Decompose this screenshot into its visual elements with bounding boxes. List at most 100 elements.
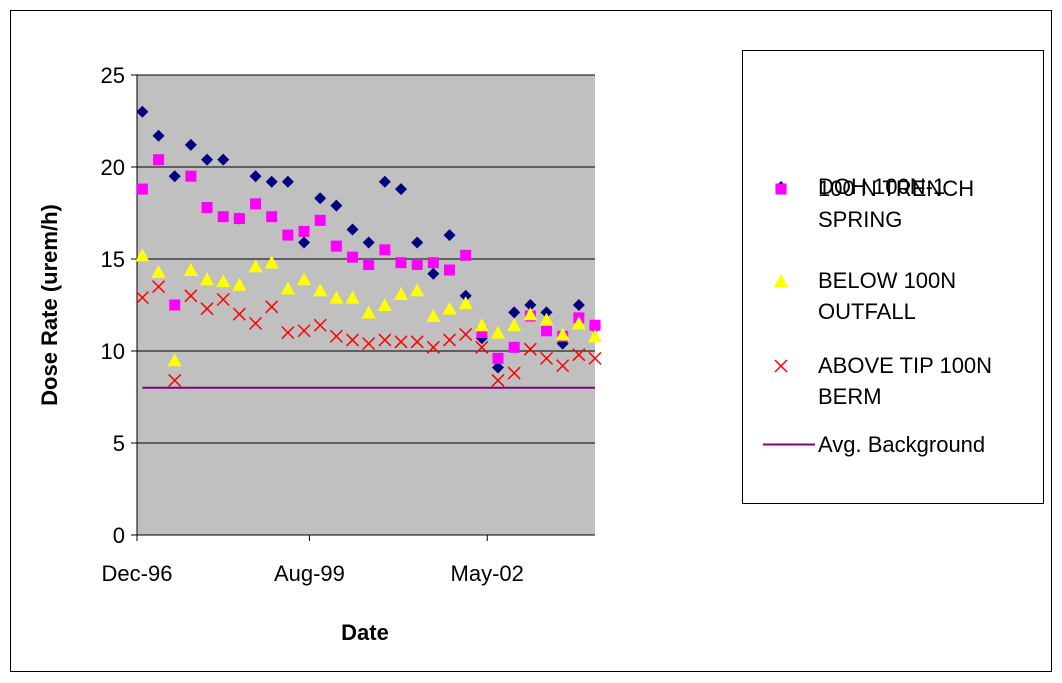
point xyxy=(314,214,326,226)
point xyxy=(555,327,570,341)
point xyxy=(443,229,456,242)
point xyxy=(539,351,554,365)
point xyxy=(135,291,149,305)
legend-marker xyxy=(774,359,788,373)
point xyxy=(588,329,602,343)
point xyxy=(589,319,601,331)
point xyxy=(508,341,520,353)
point xyxy=(395,183,408,196)
point xyxy=(200,272,215,286)
point xyxy=(167,353,182,367)
point xyxy=(153,154,165,166)
point xyxy=(427,267,440,280)
point xyxy=(249,316,263,330)
legend-symbol xyxy=(774,359,788,373)
point xyxy=(297,272,312,286)
point xyxy=(507,366,521,380)
point xyxy=(298,225,310,237)
point xyxy=(395,257,407,269)
point xyxy=(298,236,311,249)
point xyxy=(491,325,506,339)
point xyxy=(329,290,344,304)
point xyxy=(444,264,456,276)
point xyxy=(378,333,392,347)
point xyxy=(201,201,213,213)
y-tick-label: 20 xyxy=(101,155,125,180)
point xyxy=(184,289,198,303)
legend-label: DOH 100N-1 xyxy=(818,174,946,199)
point xyxy=(345,333,360,347)
point xyxy=(217,153,230,166)
point xyxy=(135,248,150,262)
point xyxy=(539,312,554,326)
point xyxy=(492,361,505,374)
point xyxy=(183,263,198,277)
point xyxy=(394,335,408,349)
point xyxy=(345,290,360,304)
point xyxy=(475,340,489,354)
point xyxy=(379,244,391,256)
point xyxy=(169,299,181,311)
legend-symbol xyxy=(774,274,788,287)
point xyxy=(314,192,327,205)
point xyxy=(313,318,327,332)
y-axis-label: Dose Rate (urem/h) xyxy=(37,204,62,406)
point xyxy=(266,211,278,223)
point xyxy=(588,351,602,365)
y-tick-label: 15 xyxy=(101,247,125,272)
point xyxy=(136,105,149,118)
point xyxy=(459,327,473,341)
point xyxy=(458,296,473,310)
point xyxy=(410,335,424,349)
point xyxy=(572,348,586,362)
point xyxy=(427,257,439,269)
point xyxy=(264,255,279,269)
point xyxy=(378,175,391,188)
legend-symbol xyxy=(775,183,787,195)
point xyxy=(523,342,537,356)
point xyxy=(151,264,166,278)
point xyxy=(249,170,262,183)
x-tick-label: May-02 xyxy=(451,561,524,586)
point xyxy=(233,213,245,225)
point xyxy=(329,329,343,343)
point xyxy=(508,306,521,319)
point xyxy=(250,198,262,210)
point xyxy=(541,325,553,337)
legend-marker xyxy=(774,274,788,287)
point xyxy=(540,306,553,319)
point xyxy=(281,326,295,340)
legend-marker xyxy=(763,443,815,446)
point xyxy=(377,298,392,311)
point xyxy=(362,337,376,351)
legend-marker xyxy=(775,183,787,195)
legend-label: BELOW 100N OUTFALL xyxy=(818,268,957,324)
legend: DOH 100N-1 100 N TRENCH SPRING BELOW 100N … xyxy=(742,50,1044,504)
point xyxy=(152,129,165,142)
point xyxy=(185,170,197,182)
point xyxy=(200,302,214,316)
point xyxy=(168,170,181,183)
point xyxy=(572,299,585,311)
y-tick-label: 25 xyxy=(101,63,125,88)
point xyxy=(361,305,376,319)
point xyxy=(217,211,229,223)
point xyxy=(184,138,197,151)
point xyxy=(492,352,504,364)
point xyxy=(426,309,441,323)
point xyxy=(280,281,295,295)
point xyxy=(507,318,522,332)
point xyxy=(281,175,294,188)
point xyxy=(476,327,488,339)
point xyxy=(330,240,342,252)
point xyxy=(362,236,375,249)
y-tick-label: 5 xyxy=(113,431,125,456)
point xyxy=(346,223,359,236)
point xyxy=(282,229,294,241)
point xyxy=(347,251,359,263)
point xyxy=(152,280,166,294)
y-tick-label: 10 xyxy=(101,339,125,364)
point xyxy=(248,259,263,273)
